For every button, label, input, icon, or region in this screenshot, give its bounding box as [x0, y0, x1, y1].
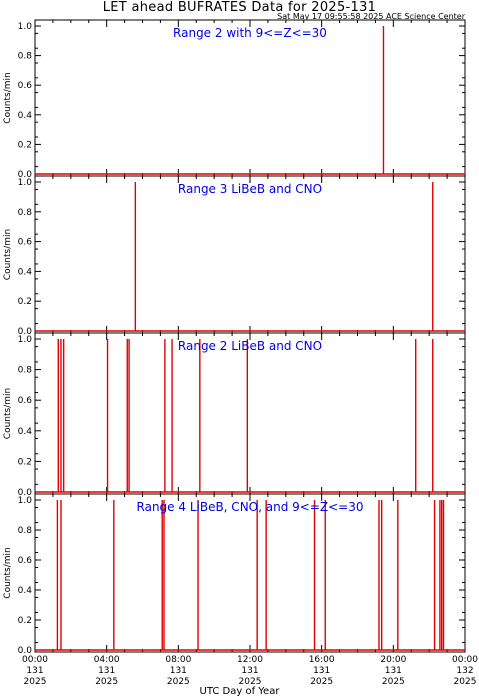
x-tick-label: 2025 [310, 677, 333, 687]
panel-title: Range 4 LiBeB, CNO, and 9<=Z<=30 [137, 500, 364, 514]
y-tick-label: 0.0 [18, 488, 33, 498]
x-tick-label: 2025 [24, 677, 47, 687]
y-tick-label: 0.2 [18, 616, 32, 626]
y-tick-label: 0.2 [18, 297, 32, 307]
y-tick-label: 0.4 [18, 111, 33, 121]
y-tick-label: 0.6 [18, 238, 33, 248]
panel-title: Range 2 with 9<=Z<=30 [173, 26, 327, 40]
y-tick-label: 0.6 [18, 81, 33, 91]
x-tick-label: 00:00 [452, 655, 478, 665]
y-tick-label: 0.8 [18, 366, 33, 376]
y-tick-label: 0.6 [18, 396, 33, 406]
x-tick-label: 131 [241, 666, 258, 676]
x-tick-label: 132 [456, 666, 473, 676]
x-tick-label: 2025 [382, 677, 405, 687]
panel-title: Range 3 LiBeB and CNO [178, 182, 322, 196]
y-tick-label: 0.8 [18, 52, 33, 62]
x-tick-label: 2025 [454, 677, 477, 687]
x-tick-label: 2025 [167, 677, 190, 687]
y-tick-label: 0.0 [18, 646, 33, 656]
generation-timestamp: Sat May 17 09:55:58 2025 ACE Science Cen… [277, 12, 465, 21]
y-tick-label: 0.4 [18, 586, 33, 596]
y-tick-label: 0.8 [18, 208, 33, 218]
panel-frame [34, 493, 466, 653]
x-axis-label: UTC Day of Year [199, 686, 280, 697]
x-tick-label: 131 [98, 666, 115, 676]
y-tick-label: 0.8 [18, 526, 33, 536]
y-tick-label: 1.0 [18, 496, 33, 506]
y-tick-label: 1.0 [18, 178, 33, 188]
y-tick-label: 0.6 [18, 556, 33, 566]
x-tick-label: 16:00 [309, 655, 335, 665]
x-tick-label: 12:00 [237, 655, 263, 665]
panel-frame [34, 332, 466, 495]
x-tick-label: 20:00 [380, 655, 406, 665]
y-tick-label: 1.0 [18, 335, 33, 345]
panel-frame [34, 19, 466, 177]
x-tick-label: 131 [170, 666, 187, 676]
chart-title: LET ahead BUFRATES Data for 2025-131 [102, 0, 377, 15]
y-tick-label: 0.2 [18, 457, 32, 467]
x-tick-label: 08:00 [165, 655, 191, 665]
y-tick-label: 1.0 [18, 22, 33, 32]
x-tick-label: 131 [385, 666, 402, 676]
x-tick-label: 131 [26, 666, 43, 676]
x-tick-label: 00:00 [22, 655, 48, 665]
y-tick-label: 0.4 [18, 427, 33, 437]
y-tick-label: 0.2 [18, 140, 32, 150]
panel-title: Range 2 LiBeB and CNO [178, 339, 322, 353]
x-tick-label: 2025 [95, 677, 118, 687]
y-tick-label: 0.0 [18, 170, 33, 180]
y-axis-label: Counts/min [3, 547, 13, 598]
panel-frame [34, 175, 466, 334]
x-tick-label: 04:00 [94, 655, 120, 665]
y-axis-label: Counts/min [3, 72, 13, 123]
x-tick-label: 131 [313, 666, 330, 676]
y-tick-label: 0.4 [18, 267, 33, 277]
y-tick-label: 0.0 [18, 327, 33, 337]
x-tick-label: 2025 [239, 677, 262, 687]
y-axis-label: Counts/min [3, 388, 13, 439]
y-axis-label: Counts/min [3, 229, 13, 280]
